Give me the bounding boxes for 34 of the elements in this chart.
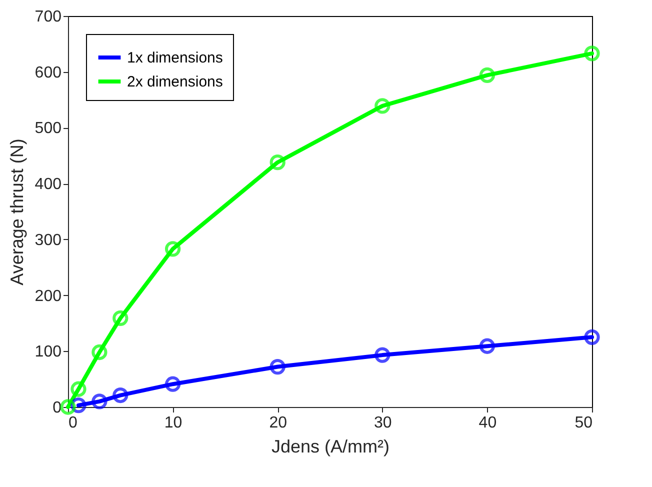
y-tick-label: 400 bbox=[34, 176, 62, 194]
x-tick-label: 30 bbox=[374, 414, 392, 432]
y-axis-title: Average thrust (N) bbox=[6, 138, 27, 286]
point bbox=[164, 376, 181, 392]
x-axis-title: Jdens (A/mm²) bbox=[271, 436, 390, 456]
point bbox=[112, 310, 128, 326]
legend-label: 2x dimensions bbox=[127, 74, 223, 90]
x-tick-label: 50 bbox=[574, 414, 593, 432]
point bbox=[584, 46, 600, 62]
point bbox=[92, 344, 108, 360]
point bbox=[92, 394, 108, 410]
y-tick-label: 200 bbox=[34, 288, 62, 305]
point bbox=[374, 98, 390, 114]
point bbox=[70, 381, 86, 397]
point bbox=[164, 241, 181, 257]
x-tick-label: 0 bbox=[68, 414, 78, 432]
point bbox=[112, 387, 128, 404]
y-tick-label: 300 bbox=[34, 232, 62, 249]
point bbox=[479, 67, 496, 84]
point bbox=[584, 329, 600, 345]
point bbox=[479, 338, 496, 354]
y-tick-label: 100 bbox=[34, 344, 62, 361]
y-tick-label: 0 bbox=[52, 400, 62, 416]
x-tick-label: 10 bbox=[164, 414, 182, 432]
y-tick-label: 600 bbox=[34, 64, 62, 82]
point bbox=[60, 399, 76, 415]
point bbox=[270, 154, 286, 170]
x-tick-label: 20 bbox=[269, 414, 288, 432]
y-tick-label: 700 bbox=[34, 8, 62, 26]
y-tick-label: 500 bbox=[34, 120, 62, 138]
point bbox=[374, 347, 390, 363]
x-tick-label: 40 bbox=[478, 414, 497, 432]
point bbox=[270, 358, 286, 375]
legend-label: 1x dimensions bbox=[127, 50, 223, 66]
